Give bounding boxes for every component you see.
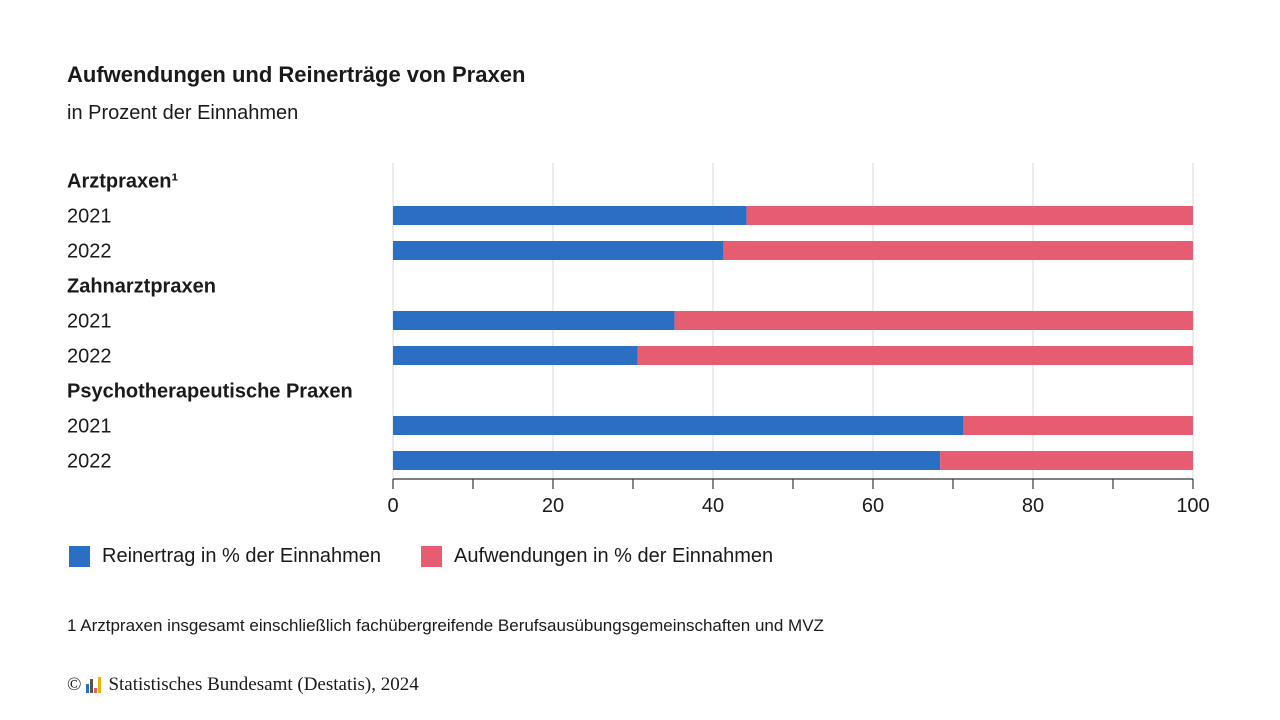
- legend: Reinertrag in % der Einnahmen Aufwendung…: [69, 545, 813, 568]
- legend-swatch-aufwendungen: [421, 546, 443, 567]
- bar-reinertrag: [393, 416, 964, 435]
- row-label: 2021: [67, 206, 112, 228]
- bar-aufwendungen: [723, 241, 1193, 260]
- x-tick-label: 60: [862, 495, 884, 517]
- row-label: 2021: [67, 416, 112, 438]
- legend-item-aufwendungen[interactable]: Aufwendungen in % der Einnahmen: [421, 545, 773, 568]
- x-tick-label: 20: [542, 495, 564, 517]
- bar-aufwendungen: [674, 311, 1193, 330]
- x-tick-label: 0: [387, 495, 398, 517]
- bar-reinertrag: [393, 346, 638, 365]
- chart-title: Aufwendungen und Reinerträge von Praxen: [67, 62, 526, 87]
- copyright-symbol: ©: [67, 674, 82, 695]
- row-label: 2022: [67, 241, 112, 263]
- bar-reinertrag: [393, 206, 747, 225]
- x-tick-label: 80: [1022, 495, 1044, 517]
- source-text: Statistisches Bundesamt (Destatis), 2024: [108, 674, 419, 695]
- legend-item-reinertrag[interactable]: Reinertrag in % der Einnahmen: [69, 545, 381, 568]
- row-label: 2022: [67, 346, 112, 368]
- x-tick-label: 40: [702, 495, 724, 517]
- bar-reinertrag: [393, 451, 941, 470]
- bar-reinertrag: [393, 311, 675, 330]
- group-label: Zahnarztpraxen: [67, 276, 216, 298]
- legend-swatch-reinertrag: [69, 546, 90, 567]
- bar-aufwendungen: [746, 206, 1193, 225]
- row-label: 2022: [67, 451, 112, 473]
- x-tick-label: 100: [1176, 495, 1209, 517]
- row-label: 2021: [67, 311, 112, 333]
- chart-subtitle: in Prozent der Einnahmen: [67, 102, 299, 124]
- legend-label-reinertrag: Reinertrag in % der Einnahmen: [102, 545, 382, 567]
- source-line: © Statistisches Bundesamt (Destatis), 20…: [67, 674, 419, 696]
- legend-label-aufwendungen: Aufwendungen in % der Einnahmen: [454, 545, 774, 567]
- footnote: 1 Arztpraxen insgesamt einschließlich fa…: [67, 616, 824, 635]
- group-label: Psychotherapeutische Praxen: [67, 381, 353, 403]
- bar-aufwendungen: [963, 416, 1193, 435]
- bar-reinertrag: [393, 241, 724, 260]
- bar-aufwendungen: [637, 346, 1193, 365]
- destatis-logo-icon: [86, 677, 102, 693]
- group-label: Arztpraxen¹: [67, 171, 178, 193]
- bar-aufwendungen: [940, 451, 1193, 470]
- bar-chart: 0 20 40 60 80 100 Arztpraxen¹ 2021 2022 Zahnarztp…: [67, 163, 1210, 517]
